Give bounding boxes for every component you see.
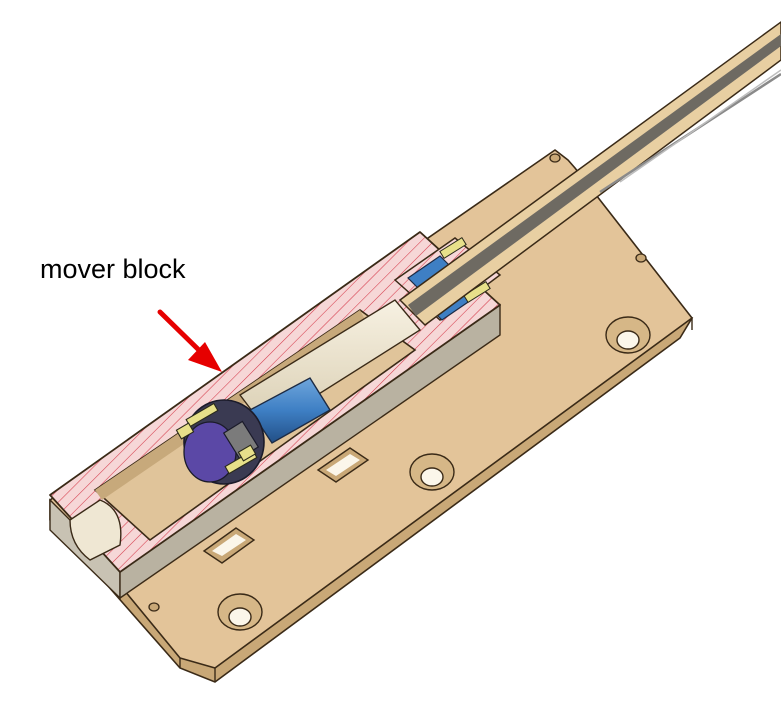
mounting-holes: [217, 316, 651, 631]
pin-hole: [148, 602, 160, 612]
spring-washers: [175, 402, 258, 475]
counterbore-hole: [605, 316, 651, 354]
magnet: [248, 377, 331, 444]
pin-holes: [148, 153, 647, 612]
counterbore-hole: [409, 453, 455, 491]
push-rod: [398, 21, 781, 326]
magnet-carrier: [175, 377, 331, 485]
callout-label: mover block: [40, 254, 186, 284]
slots: [202, 447, 370, 564]
callout-arrow: [157, 309, 222, 372]
pin-hole: [549, 153, 561, 163]
counterbore-hole: [217, 593, 263, 631]
pin-hole: [635, 253, 647, 263]
